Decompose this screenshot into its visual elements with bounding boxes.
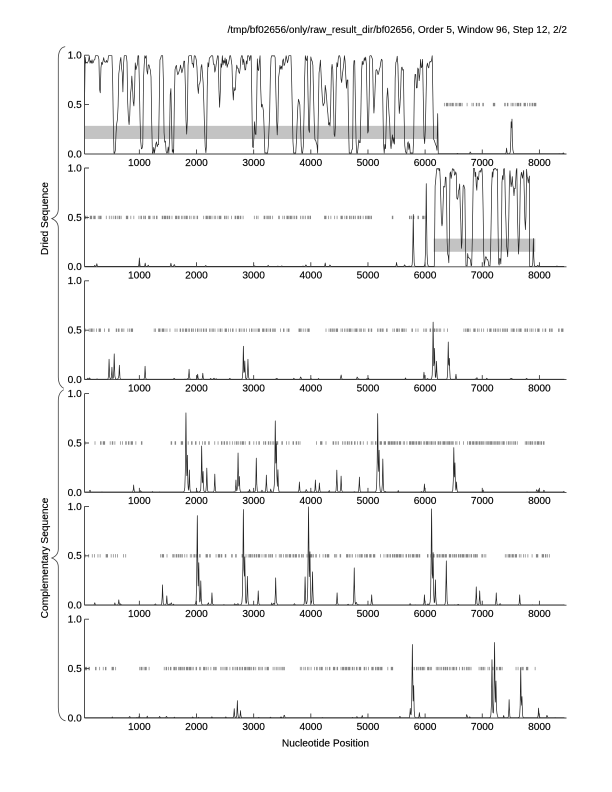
svg-text:3000: 3000 — [242, 383, 265, 394]
svg-text:1000: 1000 — [128, 496, 151, 507]
svg-text:3000: 3000 — [242, 722, 265, 733]
svg-text:/tmp/bf02656/only/raw_result_d: /tmp/bf02656/only/raw_result_dir/bf02656… — [227, 25, 567, 36]
svg-text:7000: 7000 — [471, 158, 494, 169]
svg-text:Complementary Sequence: Complementary Sequence — [40, 497, 51, 618]
svg-text:7000: 7000 — [471, 496, 494, 507]
svg-text:2000: 2000 — [185, 609, 208, 620]
svg-text:5000: 5000 — [357, 383, 380, 394]
svg-text:7000: 7000 — [471, 609, 494, 620]
svg-text:6000: 6000 — [414, 158, 437, 169]
svg-text:4000: 4000 — [299, 271, 322, 282]
svg-text:7000: 7000 — [471, 383, 494, 394]
svg-text:6000: 6000 — [414, 722, 437, 733]
svg-text:5000: 5000 — [357, 271, 380, 282]
svg-text:1000: 1000 — [128, 609, 151, 620]
svg-text:0.5: 0.5 — [68, 213, 82, 224]
svg-text:8000: 8000 — [528, 609, 551, 620]
svg-text:0.0: 0.0 — [68, 375, 82, 386]
svg-text:4000: 4000 — [299, 722, 322, 733]
svg-text:3000: 3000 — [242, 271, 265, 282]
svg-text:2000: 2000 — [185, 271, 208, 282]
svg-text:1.0: 1.0 — [68, 276, 82, 287]
svg-text:1000: 1000 — [128, 158, 151, 169]
svg-text:0.5: 0.5 — [68, 664, 82, 675]
svg-text:5000: 5000 — [357, 609, 380, 620]
svg-text:6000: 6000 — [414, 383, 437, 394]
svg-text:1000: 1000 — [128, 722, 151, 733]
svg-text:1.0: 1.0 — [68, 389, 82, 400]
svg-text:1.0: 1.0 — [68, 51, 82, 62]
svg-text:0.5: 0.5 — [68, 326, 82, 337]
svg-text:2000: 2000 — [185, 383, 208, 394]
svg-text:0.0: 0.0 — [68, 601, 82, 612]
svg-text:4000: 4000 — [299, 158, 322, 169]
svg-text:Dried Sequence: Dried Sequence — [40, 182, 51, 255]
svg-text:8000: 8000 — [528, 496, 551, 507]
svg-text:8000: 8000 — [528, 158, 551, 169]
svg-text:2000: 2000 — [185, 722, 208, 733]
svg-text:4000: 4000 — [299, 496, 322, 507]
svg-text:4000: 4000 — [299, 609, 322, 620]
svg-text:1000: 1000 — [128, 383, 151, 394]
svg-text:3000: 3000 — [242, 496, 265, 507]
svg-text:0.0: 0.0 — [68, 488, 82, 499]
svg-text:8000: 8000 — [528, 271, 551, 282]
svg-text:2000: 2000 — [185, 158, 208, 169]
svg-text:0.5: 0.5 — [68, 438, 82, 449]
svg-text:0.0: 0.0 — [68, 262, 82, 273]
svg-text:6000: 6000 — [414, 496, 437, 507]
svg-text:5000: 5000 — [357, 496, 380, 507]
svg-text:2000: 2000 — [185, 496, 208, 507]
svg-text:1.0: 1.0 — [68, 163, 82, 174]
svg-text:8000: 8000 — [528, 722, 551, 733]
svg-text:1.0: 1.0 — [68, 502, 82, 513]
svg-text:Nucleotide Position: Nucleotide Position — [282, 739, 369, 750]
svg-text:3000: 3000 — [242, 158, 265, 169]
svg-text:0.0: 0.0 — [68, 149, 82, 160]
svg-text:5000: 5000 — [357, 722, 380, 733]
svg-text:4000: 4000 — [299, 383, 322, 394]
svg-text:6000: 6000 — [414, 609, 437, 620]
svg-text:6000: 6000 — [414, 271, 437, 282]
svg-text:7000: 7000 — [471, 722, 494, 733]
svg-text:0.5: 0.5 — [68, 551, 82, 562]
svg-text:8000: 8000 — [528, 383, 551, 394]
svg-text:1.0: 1.0 — [68, 615, 82, 626]
svg-text:1000: 1000 — [128, 271, 151, 282]
svg-text:0.0: 0.0 — [68, 713, 82, 724]
svg-text:0.5: 0.5 — [68, 100, 82, 111]
svg-text:7000: 7000 — [471, 271, 494, 282]
svg-text:5000: 5000 — [357, 158, 380, 169]
svg-text:3000: 3000 — [242, 609, 265, 620]
